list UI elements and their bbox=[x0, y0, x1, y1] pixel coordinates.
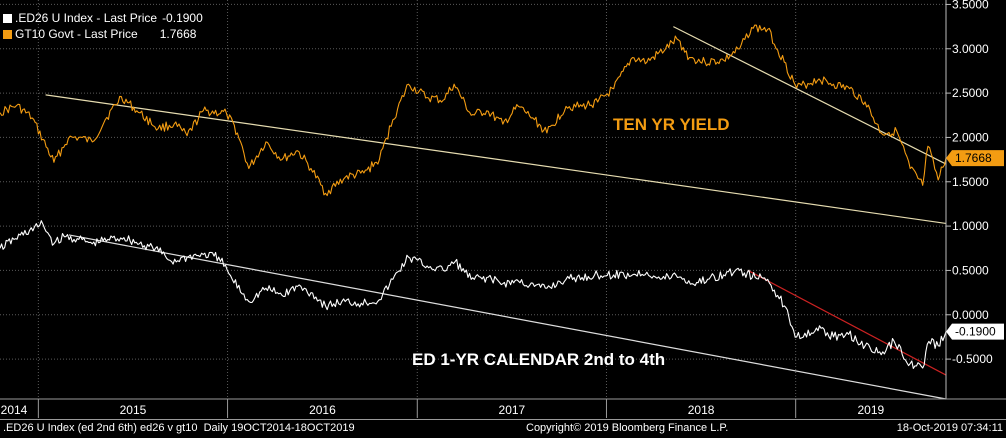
legend-value-ed26: -0.1900 bbox=[162, 11, 203, 25]
gt10-last-value-tag: 1.7668 bbox=[955, 151, 992, 165]
gridlines bbox=[0, 0, 946, 399]
y-axis: 3.5000 3.0000 2.5000 2.0000 1.5000 1.0000 0.50… bbox=[945, 0, 993, 399]
y-tick-label: 1.5000 bbox=[952, 175, 989, 189]
trendline bbox=[68, 234, 947, 400]
footer-copyright: Copyright© 2019 Bloomberg Finance L.P. bbox=[526, 422, 729, 434]
ed-calendar-label: ED 1-YR CALENDAR 2nd to 4th bbox=[412, 350, 665, 369]
x-axis: 2014 2015 2016 2017 2018 2019 bbox=[0, 398, 1006, 418]
trendline bbox=[747, 269, 947, 376]
legend-item-ed26: .ED26 U Index - Last Price -0.1900 bbox=[3, 10, 203, 26]
y-tick-label: 0.0000 bbox=[952, 308, 989, 322]
y-tick-label: 0.5000 bbox=[952, 263, 989, 277]
gt10-series-line bbox=[0, 24, 947, 197]
footer-bar: .ED26 U Index (ed 2nd 6th) ed26 v gt10 D… bbox=[0, 419, 1006, 438]
legend-item-gt10: GT10 Govt - Last Price 1.7668 bbox=[3, 26, 203, 42]
series-lines bbox=[0, 24, 947, 369]
trendline bbox=[673, 26, 947, 165]
trendlines bbox=[45, 26, 947, 400]
x-tick-label: 2014 bbox=[1, 403, 28, 417]
legend: .ED26 U Index - Last Price -0.1900 GT10 … bbox=[3, 10, 203, 42]
y-tick-label: 3.5000 bbox=[952, 0, 989, 11]
footer-source: .ED26 U Index (ed 2nd 6th) ed26 v gt10 D… bbox=[3, 422, 355, 434]
ed26-last-value-tag-box bbox=[946, 323, 1004, 340]
x-tick-label: 2019 bbox=[857, 403, 884, 417]
x-tick-label: 2017 bbox=[499, 403, 526, 417]
x-tick-label: 2015 bbox=[120, 403, 147, 417]
y-tick-label: 2.0000 bbox=[952, 130, 989, 144]
y-tick-label: 2.5000 bbox=[952, 86, 989, 100]
ten-yr-yield-label: TEN YR YIELD bbox=[613, 115, 730, 134]
legend-label-ed26: .ED26 U Index - Last Price bbox=[15, 11, 158, 25]
x-tick-label: 2016 bbox=[309, 403, 336, 417]
legend-value-gt10: 1.7668 bbox=[159, 27, 197, 41]
x-tick-label: 2018 bbox=[688, 403, 715, 417]
y-tick-label: 1.0000 bbox=[952, 219, 989, 233]
gt10-last-value-tag-box bbox=[946, 150, 1004, 167]
ed26-series-line bbox=[0, 220, 947, 369]
y-tick-label: 3.0000 bbox=[952, 42, 989, 56]
legend-swatch-gt10 bbox=[3, 29, 12, 39]
legend-swatch-ed26 bbox=[3, 13, 12, 23]
annotations: TEN YR YIELD ED 1-YR CALENDAR 2nd to 4th bbox=[412, 115, 730, 369]
footer-timestamp: 18-Oct-2019 07:34:11 bbox=[896, 422, 1003, 434]
y-tick-label: -0.5000 bbox=[952, 352, 993, 366]
last-value-tags: 1.7668 -0.1900 bbox=[946, 150, 1004, 340]
trendline bbox=[45, 94, 947, 225]
legend-label-gt10: GT10 Govt - Last Price bbox=[15, 27, 138, 41]
ed26-last-value-tag: -0.1900 bbox=[955, 325, 996, 339]
